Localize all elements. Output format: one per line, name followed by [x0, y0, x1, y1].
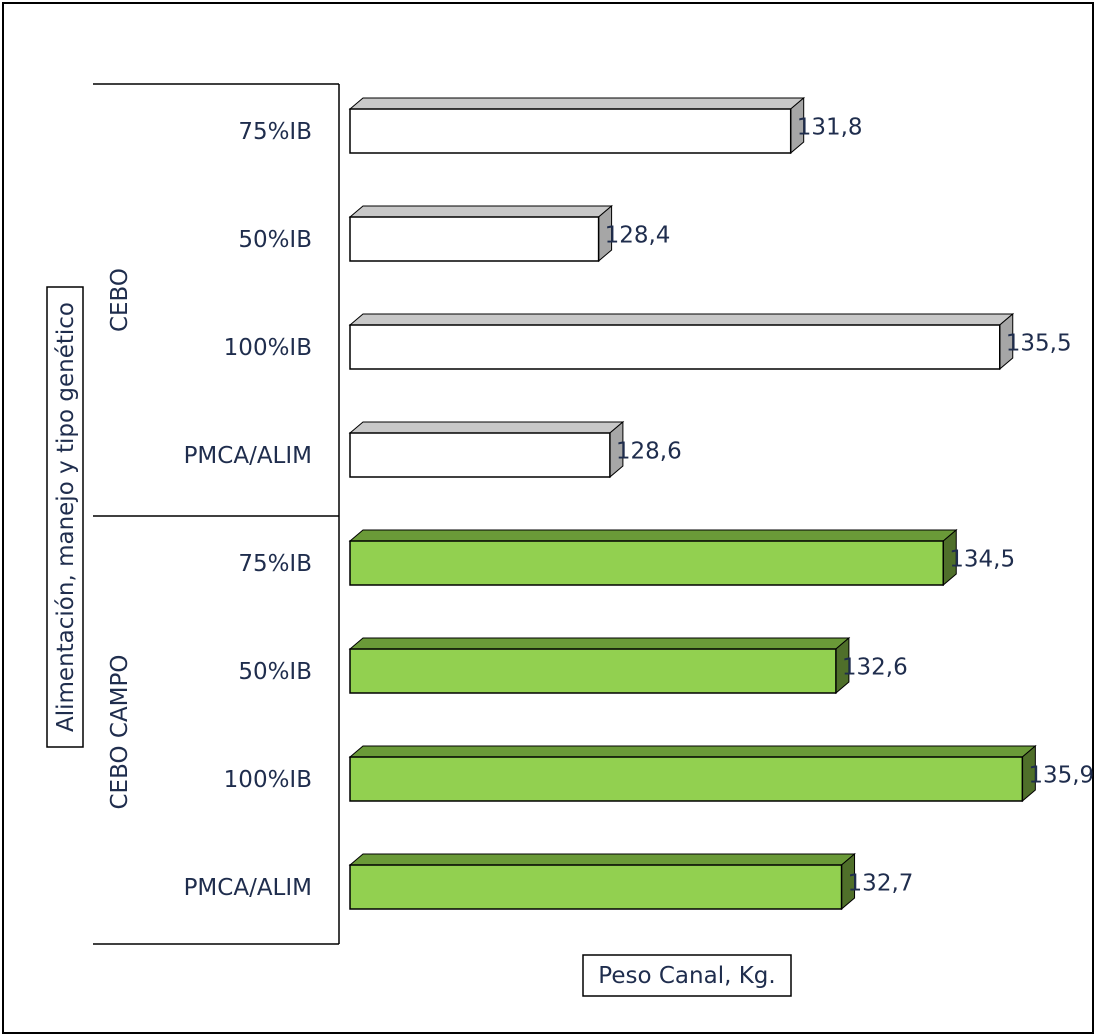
y-axis-title-text: Alimentación, manejo y tipo genético — [53, 302, 79, 732]
bar — [349, 216, 600, 262]
data-label: 128,6 — [616, 439, 682, 465]
bar-top-face — [348, 421, 625, 434]
bar — [349, 864, 843, 910]
x-axis-title: Peso Canal, Kg. — [582, 954, 792, 997]
data-label: 132,7 — [848, 871, 914, 897]
bar-top-face — [348, 205, 613, 218]
bar — [349, 324, 1001, 370]
category-label: 75%IB — [238, 551, 312, 577]
data-label: 131,8 — [797, 115, 863, 141]
bar-top-face — [348, 313, 1015, 326]
data-label: 128,4 — [605, 223, 671, 249]
bar — [349, 540, 944, 586]
x-axis-title-box — [582, 954, 792, 997]
group-label: CEBO CAMPO — [107, 655, 133, 810]
bar-top-face — [348, 745, 1037, 758]
category-label: PMCA/ALIM — [184, 443, 312, 469]
y-axis-title: Alimentación, manejo y tipo genético — [46, 286, 84, 748]
bar — [349, 432, 611, 478]
bars-layer: 131,8 128,4 135,5 128,6 134,5 132,6 135,9 132,7 — [348, 96, 1094, 911]
bar-top-face — [348, 97, 806, 110]
data-label: 134,5 — [949, 547, 1015, 573]
category-label: 75%IB — [238, 119, 312, 145]
group-label: CEBO — [107, 268, 133, 332]
y-axis-title-box — [46, 286, 84, 748]
data-label: 132,6 — [842, 655, 908, 681]
category-label: PMCA/ALIM — [184, 875, 312, 901]
category-label: 50%IB — [238, 227, 312, 253]
bar-top-face — [348, 529, 958, 542]
data-label: 135,5 — [1006, 331, 1072, 357]
x-axis-title-text: Peso Canal, Kg. — [598, 963, 775, 989]
bar — [349, 648, 837, 694]
category-label: 100%IB — [224, 767, 312, 793]
bar-top-face — [348, 637, 851, 650]
data-label: 135,9 — [1028, 763, 1094, 789]
category-label: 100%IB — [224, 335, 312, 361]
category-axis: CEBO 75%IB 50%IB 100%IB PMCA/ALIM CEBO CAMPO 7… — [93, 83, 340, 945]
bar — [349, 108, 792, 154]
bar — [349, 756, 1024, 802]
bar-top-face — [348, 853, 856, 866]
category-label: 50%IB — [238, 659, 312, 685]
